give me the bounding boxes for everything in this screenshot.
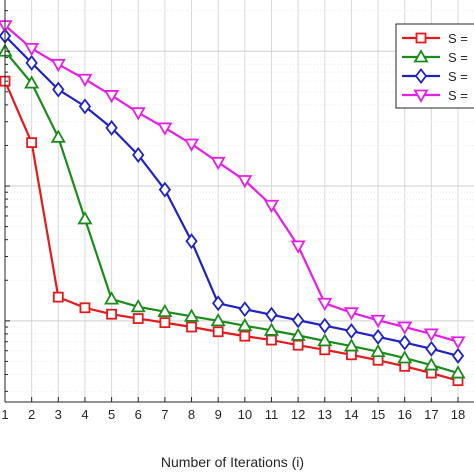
legend-label: S = bbox=[448, 31, 468, 46]
data-point bbox=[317, 333, 333, 347]
legend-marker bbox=[413, 49, 429, 63]
data-point bbox=[263, 322, 280, 336]
data-point bbox=[237, 175, 253, 189]
data-point bbox=[397, 350, 413, 364]
legend: S = S = S = S = bbox=[395, 23, 474, 109]
x-tick-label: 5 bbox=[108, 407, 115, 422]
x-tick-label: 13 bbox=[318, 407, 332, 422]
data-point bbox=[398, 334, 411, 351]
data-point bbox=[290, 240, 306, 254]
data-point bbox=[77, 73, 93, 88]
x-axis-label: Number of Iterations (i) bbox=[161, 454, 304, 470]
data-point bbox=[397, 321, 413, 335]
data-point bbox=[157, 122, 173, 136]
data-point bbox=[212, 295, 225, 312]
data-point bbox=[104, 291, 120, 305]
legend-label: S = bbox=[448, 88, 468, 103]
legend-label: S = bbox=[448, 69, 468, 84]
data-point bbox=[291, 312, 305, 329]
x-tick-label: 2 bbox=[28, 407, 35, 422]
data-point bbox=[210, 156, 226, 171]
data-point bbox=[104, 90, 120, 104]
data-point bbox=[79, 302, 91, 314]
data-point bbox=[290, 327, 306, 341]
x-tick-label: 12 bbox=[291, 407, 305, 422]
data-point bbox=[159, 317, 171, 329]
data-point bbox=[77, 211, 93, 225]
data-point bbox=[346, 349, 357, 361]
data-point bbox=[239, 330, 251, 342]
x-tick-label: 1 bbox=[1, 407, 8, 422]
data-point bbox=[317, 297, 333, 312]
x-tick-label: 18 bbox=[451, 407, 465, 422]
data-point bbox=[423, 328, 439, 342]
data-point bbox=[370, 314, 386, 329]
data-point bbox=[183, 308, 200, 322]
data-point bbox=[319, 344, 331, 356]
data-point bbox=[130, 299, 146, 313]
x-tick-label: 9 bbox=[215, 407, 222, 422]
data-point bbox=[210, 313, 226, 327]
data-point bbox=[343, 307, 359, 321]
data-point bbox=[132, 313, 144, 324]
x-tick-label: 17 bbox=[424, 407, 438, 422]
data-point bbox=[52, 81, 65, 98]
data-point bbox=[50, 129, 66, 143]
data-point bbox=[450, 336, 466, 350]
data-point bbox=[425, 340, 438, 357]
data-point bbox=[318, 317, 331, 334]
data-point bbox=[106, 308, 117, 320]
data-point bbox=[263, 199, 280, 214]
data-point bbox=[186, 321, 197, 333]
x-tick-label: 15 bbox=[371, 407, 385, 422]
series-2 bbox=[0, 43, 466, 379]
data-point bbox=[451, 347, 465, 364]
data-point bbox=[212, 326, 224, 338]
data-point bbox=[423, 357, 439, 371]
data-point bbox=[450, 365, 466, 379]
data-point bbox=[157, 303, 173, 318]
data-point bbox=[78, 98, 92, 115]
x-tick-label: 7 bbox=[161, 407, 168, 422]
data-point bbox=[25, 54, 38, 71]
data-point bbox=[26, 137, 38, 149]
x-tick-label: 14 bbox=[344, 407, 358, 422]
data-point bbox=[185, 233, 198, 250]
legend-marker bbox=[415, 32, 427, 44]
data-point bbox=[370, 343, 386, 358]
x-tick-label: 16 bbox=[397, 407, 411, 422]
legend-marker bbox=[413, 89, 429, 103]
data-point bbox=[158, 181, 172, 198]
data-point bbox=[343, 338, 359, 352]
axes: 1 2 3 4 5 6 7 8 9 10 11 12 13 14 15 16 17 18 bbox=[1, 0, 474, 422]
data-point bbox=[371, 328, 385, 345]
data-point bbox=[292, 339, 304, 351]
legend-marker bbox=[414, 68, 428, 84]
data-point bbox=[130, 107, 146, 121]
legend-label: S = bbox=[448, 50, 468, 65]
data-point bbox=[237, 317, 253, 332]
data-point bbox=[105, 119, 118, 136]
data-point bbox=[52, 291, 64, 303]
series-4 bbox=[0, 20, 466, 350]
x-tick-label: 11 bbox=[265, 407, 279, 422]
data-point bbox=[132, 147, 145, 163]
data-point bbox=[183, 138, 200, 152]
data-point bbox=[50, 58, 66, 73]
data-point bbox=[265, 306, 278, 323]
x-tick-label: 8 bbox=[188, 407, 195, 422]
data-point bbox=[238, 301, 251, 318]
x-tick-label: 10 bbox=[238, 407, 252, 422]
data-point bbox=[24, 75, 40, 89]
x-tick-label: 3 bbox=[55, 407, 62, 422]
data-point bbox=[345, 323, 358, 340]
data-point bbox=[24, 42, 40, 57]
data-point bbox=[266, 334, 277, 346]
x-tick-label: 6 bbox=[135, 407, 142, 422]
x-tick-label: 4 bbox=[81, 407, 88, 422]
